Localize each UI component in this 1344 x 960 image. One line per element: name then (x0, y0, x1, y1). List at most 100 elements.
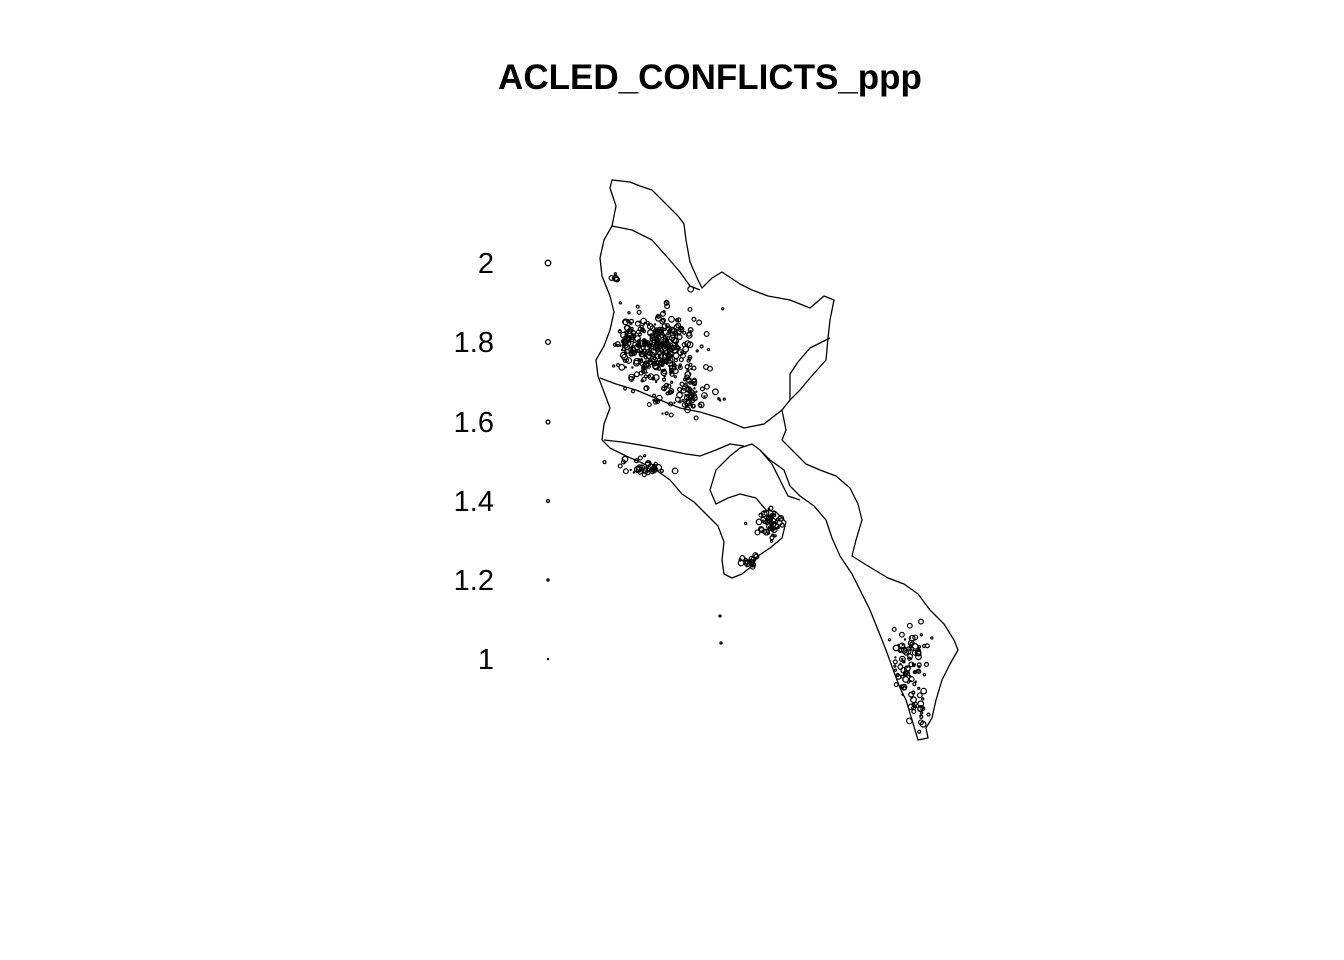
admin-boundary-north (611, 225, 701, 291)
conflict-point (642, 454, 647, 458)
conflict-point (658, 362, 663, 366)
conflict-point (751, 559, 756, 564)
legend-symbol (546, 657, 550, 661)
conflict-point (669, 368, 674, 373)
conflict-point (602, 460, 607, 465)
conflict-point (773, 534, 777, 538)
conflict-point (695, 390, 698, 393)
conflict-point (645, 371, 648, 374)
conflict-point (624, 366, 628, 369)
admin-boundary-east (789, 337, 831, 400)
conflict-point (654, 468, 658, 471)
conflict-point (899, 662, 902, 666)
conflict-point (668, 345, 675, 353)
conflict-point (770, 520, 777, 527)
conflict-point (669, 380, 674, 384)
conflict-point (643, 360, 650, 368)
conflict-point (686, 358, 691, 363)
conflict-point (671, 361, 676, 365)
conflict-point (766, 516, 773, 524)
conflict-point (673, 358, 678, 363)
conflict-point (653, 323, 657, 326)
conflict-point (639, 353, 645, 358)
conflict-point (654, 339, 661, 346)
conflict-point (648, 343, 655, 350)
conflict-point (892, 659, 898, 665)
conflict-point (903, 665, 911, 672)
conflict-point (638, 370, 644, 376)
conflict-point (920, 687, 928, 695)
legend-label: 1.2 (454, 565, 494, 597)
legend-label: 1.8 (454, 327, 494, 359)
conflict-point (629, 468, 632, 472)
conflict-point (772, 510, 777, 515)
legend-label: 2 (478, 248, 494, 280)
conflict-point (662, 345, 668, 352)
conflict-point (684, 351, 687, 354)
conflict-point (919, 633, 923, 637)
conflict-point (673, 324, 681, 331)
conflict-point (639, 324, 644, 329)
conflict-point (635, 304, 640, 309)
conflict-point (900, 666, 908, 674)
conflict-point (699, 344, 704, 349)
conflict-point (622, 468, 629, 475)
conflict-point (632, 341, 638, 347)
conflict-point (651, 376, 656, 381)
conflict-point (678, 400, 682, 404)
conflict-point (907, 653, 913, 660)
conflict-point (660, 317, 667, 323)
conflict-point (667, 364, 671, 367)
conflict-point (753, 553, 760, 560)
conflict-point (652, 353, 657, 358)
conflict-point (768, 526, 771, 530)
conflict-point (659, 358, 665, 364)
conflict-point (660, 369, 665, 373)
conflict-point (680, 351, 683, 354)
conflict-point (695, 349, 699, 353)
conflict-point (922, 643, 927, 649)
legend-label: 1.4 (454, 486, 494, 518)
conflict-point (898, 646, 905, 653)
conflict-point (618, 301, 623, 305)
conflict-point (693, 415, 699, 421)
conflict-point (678, 363, 682, 367)
conflict-point (752, 552, 759, 559)
conflict-point (910, 718, 913, 721)
conflict-point (893, 668, 898, 672)
conflict-point (895, 672, 900, 678)
conflict-point (628, 373, 635, 381)
admin-boundary-south (759, 449, 801, 501)
legend-symbol (545, 498, 551, 504)
conflict-point (630, 326, 634, 331)
conflict-point (613, 272, 617, 276)
conflict-point (902, 686, 907, 691)
conflict-point (641, 338, 647, 344)
conflict-point (717, 397, 721, 401)
conflict-point (642, 468, 649, 475)
conflict-point (673, 401, 676, 404)
conflict-point (669, 390, 674, 395)
conflict-point (902, 676, 910, 683)
conflict-point (907, 703, 915, 711)
conflict-point (631, 332, 634, 335)
conflict-point (622, 318, 629, 326)
conflict-point (712, 388, 719, 396)
conflict-point (676, 317, 682, 323)
conflict-point (915, 653, 922, 661)
conflict-point (674, 396, 681, 403)
conflict-point (916, 662, 922, 668)
conflict-point (699, 386, 705, 392)
conflict-point (920, 711, 924, 715)
conflict-point (691, 380, 696, 385)
conflict-point (653, 461, 658, 466)
conflict-point (892, 644, 900, 652)
conflict-point (684, 406, 691, 414)
conflict-point (647, 323, 651, 326)
conflict-point (675, 364, 678, 367)
conflict-point (917, 729, 922, 734)
conflict-point (685, 399, 693, 407)
legend-symbol (545, 419, 551, 425)
conflict-point (763, 528, 770, 536)
conflict-point (659, 342, 665, 348)
